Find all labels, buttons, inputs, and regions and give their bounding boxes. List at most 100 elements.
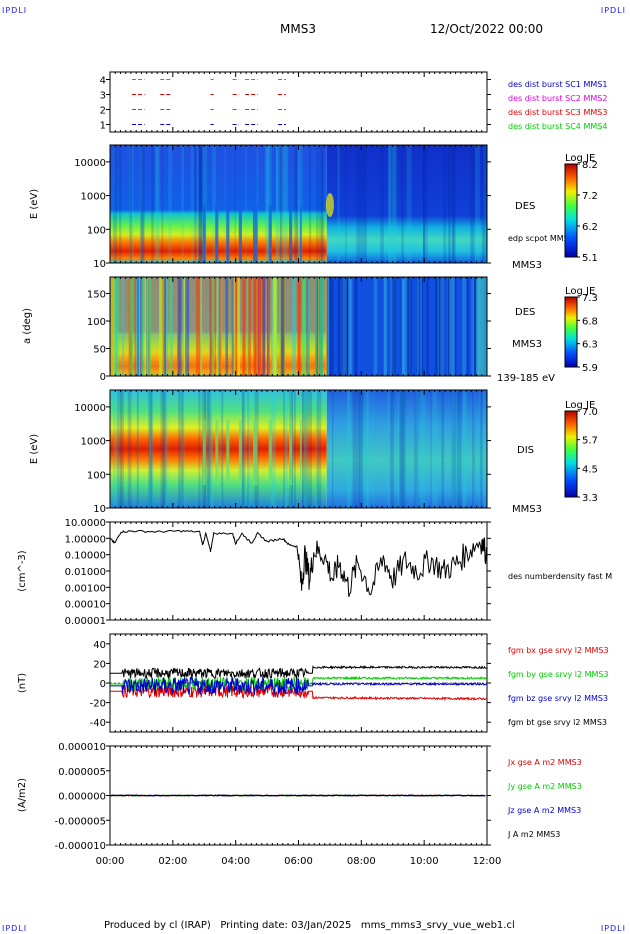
dis-energy-heatmap-stripe (372, 390, 374, 508)
des-pitch-heatmap-stripe (171, 277, 173, 376)
des-pitch-heatmap-stripe (116, 277, 119, 376)
des-energy-heatmap-stripe (155, 145, 160, 263)
des-pitch-heatmap-stripe (419, 277, 423, 376)
density-y-tick-label: 10.0000 (65, 518, 106, 529)
dis-energy-heatmap-stripe (430, 390, 432, 508)
des-energy-heatmap-stripe (475, 145, 480, 263)
dis-energy-heatmap-stripe (346, 390, 352, 508)
des-pitch-heatmap-stripe (271, 277, 274, 376)
des-pitch-heatmap-stripe (462, 277, 467, 376)
fgm-y-tick-label: 0 (100, 679, 106, 690)
dis-energy-heatmap-stripe (302, 390, 307, 508)
des-energy-heatmap-stripe (139, 145, 145, 263)
density-y-tick-label: 0.00010 (65, 600, 106, 611)
burst-legend-entry: des dist burst SC2 MMS2 (508, 94, 607, 103)
fgm-y-tick-label: 20 (93, 659, 106, 670)
dis-energy-heatmap-stripe (148, 390, 154, 508)
des-energy-heatmap-stripe (279, 145, 282, 263)
dis-energy-heatmap-stripe (414, 390, 419, 508)
des-pitch-heatmap-stripe (435, 277, 440, 376)
des-energy-heatmap-stripe (294, 145, 296, 263)
des-pitch-heatmap-stripe (159, 277, 162, 376)
des-pitch-y-tick-label: 0 (100, 372, 106, 383)
current-y-tick-label: 0.000000 (58, 792, 106, 803)
des-energy-heatmap-stripe (211, 145, 216, 263)
current-y-tick-label: 0.000010 (58, 742, 106, 753)
density-y-label: (cm^-3) (17, 550, 28, 591)
x-tick-label: 12:00 (473, 856, 502, 867)
des-energy-heatmap-stripe (319, 145, 323, 263)
des-pitch-heatmap-stripe (426, 277, 429, 376)
dis-energy-heatmap-stripe (415, 390, 419, 508)
dis-energy-heatmap-stripe (290, 390, 295, 508)
des-pitch-heatmap-stripe (449, 277, 454, 376)
des-energy-heatmap-stripe (201, 145, 205, 263)
des-energy-heatmap-stripe (296, 145, 298, 263)
des-energy-heatmap-stripe (275, 145, 279, 263)
des-pitch-heatmap-stripe (141, 277, 143, 376)
dis-energy-heatmap-stripe (302, 390, 304, 508)
dis-energy-heatmap-stripe (205, 390, 209, 508)
dis-energy-heatmap-stripe (165, 390, 169, 508)
des-energy-heatmap-stripe (337, 145, 340, 263)
density-legend-entry: des numberdensity fast M (508, 572, 612, 581)
des-energy-heatmap-stripe (245, 145, 247, 263)
des-energy-y-label: E (eV) (29, 189, 40, 219)
des-pitch-heatmap-stripe (337, 277, 341, 376)
des-energy-colorbar-tick: 8.2 (582, 160, 598, 171)
dis-energy-heatmap-stripe (307, 390, 313, 508)
des-energy-heatmap-stripe (161, 145, 164, 263)
des-pitch-colorbar-title: Log JE (565, 286, 595, 297)
dis-energy-colorbar-tick: 4.5 (582, 464, 598, 475)
current-legend-entry: Jy gse A m2 MMS3 (507, 782, 582, 791)
current-y-tick-label: -0.000005 (55, 816, 106, 827)
des-energy-heatmap-gap (268, 205, 272, 263)
dis-energy-sc-label: MMS3 (512, 504, 542, 515)
des-energy-heatmap-stripe (363, 145, 366, 263)
plot-date: 12/Oct/2022 00:00 (430, 22, 544, 36)
des-energy-heatmap-stripe (316, 145, 319, 263)
des-energy-heatmap-stripe (128, 145, 134, 263)
des-energy-heatmap-stripe (191, 145, 194, 263)
des-pitch-heatmap-stripe (211, 277, 215, 376)
des-energy-heatmap-stripe (151, 145, 155, 263)
des-energy-heatmap-stripe (267, 145, 272, 263)
des-energy-colorbar-title: Log JE (565, 153, 595, 164)
fgm-legend-entry: fgm by gse srvy l2 MMS3 (508, 670, 609, 679)
des-energy-heatmap-stripe (483, 145, 487, 263)
des-energy-heatmap-region-b (326, 145, 487, 263)
dis-energy-heatmap-stripe (482, 390, 486, 508)
dis-energy-heatmap-stripe (357, 390, 361, 508)
des-energy-heatmap-gap (226, 205, 230, 263)
des-pitch-y-tick-label: 100 (87, 317, 106, 328)
dis-energy-heatmap-stripe (452, 390, 455, 508)
des-pitch-heatmap-stripe (447, 277, 449, 376)
des-energy-heatmap-stripe (392, 145, 398, 263)
dis-energy-heatmap-stripe (352, 390, 358, 508)
dis-energy-heatmap-stripe (149, 390, 153, 508)
des-pitch-heatmap-quiet (326, 277, 487, 376)
des-energy-heatmap-stripe (308, 145, 312, 263)
x-tick-label: 00:00 (96, 856, 125, 867)
des-pitch-heatmap-stripe (440, 277, 445, 376)
dis-energy-heatmap-stripe (148, 390, 153, 508)
dis-energy-heatmap-stripe (387, 390, 391, 508)
dis-energy-heatmap-stripe (180, 390, 185, 508)
dis-energy-heatmap-stripe (138, 390, 140, 508)
des-energy-heatmap-stripe (140, 145, 145, 263)
des-pitch-heatmap-stripe (237, 277, 240, 376)
des-energy-heatmap-stripe (181, 145, 184, 263)
dis-energy-heatmap-stripe (207, 390, 212, 508)
des-pitch-heatmap-stripe (232, 277, 236, 376)
fgm-y-tick-label: 40 (93, 640, 106, 651)
des-energy-heatmap-gap (215, 205, 219, 263)
des-pitch-heatmap-stripe (218, 277, 222, 376)
x-tick-label: 08:00 (347, 856, 376, 867)
des-pitch-heatmap-stripe (402, 277, 407, 376)
des-pitch-heatmap-stripe (471, 277, 475, 376)
des-pitch-heatmap-stripe (418, 277, 421, 376)
dis-energy-heatmap-stripe (303, 390, 306, 508)
des-pitch-heatmap-stripe (142, 277, 145, 376)
des-pitch-heatmap-stripe (138, 277, 141, 376)
